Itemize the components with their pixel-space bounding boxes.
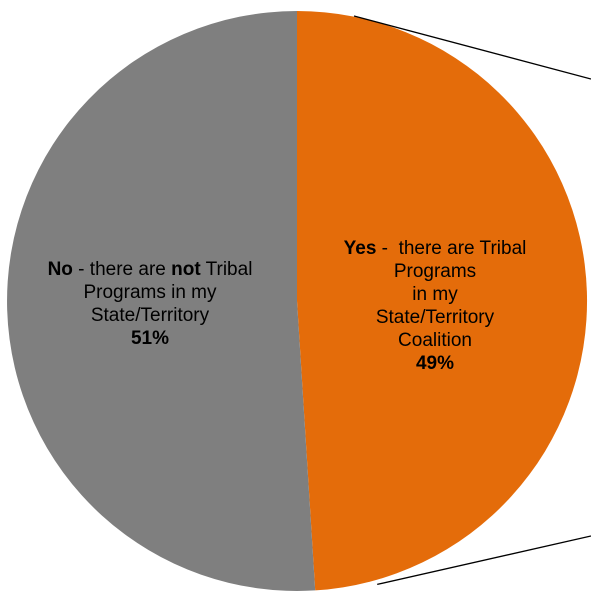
slice-label-yes: Yes - there are Tribal Programs in my St… [300,237,570,375]
label-yes-bold: Yes [343,238,377,259]
pie-slice-no [7,11,316,591]
label-no-bold2: not [171,259,201,280]
connector-line-top [353,15,591,80]
slice-label-no: No - there are not Tribal Programs in my… [15,258,285,350]
label-no-percent: 51% [130,328,170,349]
label-no-bold: No [47,259,73,280]
label-yes-line: Programs [393,261,477,282]
label-yes-percent: 49% [415,353,455,374]
label-no-line: State/Territory [90,305,210,326]
label-no-rest: Tribal [200,259,253,280]
label-yes-rest: - there are Tribal [376,238,527,259]
label-yes-line: in my [412,284,458,305]
label-no-mid: - there are [72,259,172,280]
pie-slice-yes [297,10,588,591]
label-no-line: Programs in my [83,282,217,303]
label-yes-line: State/Territory [375,307,495,328]
label-yes-line: Coalition [398,330,472,351]
connector-line-bottom [377,535,591,586]
